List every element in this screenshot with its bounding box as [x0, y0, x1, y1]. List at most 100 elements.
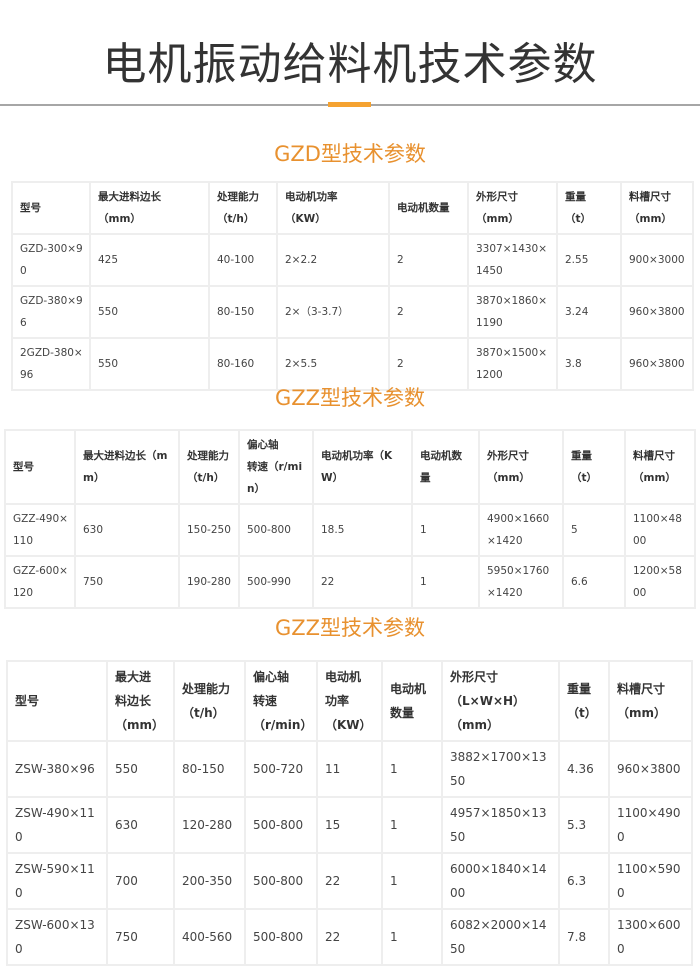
table-row: ZSW-600×130 750 400-560 500-800 22 1 6082×2000…: [6, 908, 693, 966]
gzz-spec-table: 型号 最大进料边长（mm） 处理能力 （t/h） 偏心轴 转速（r/min） 电动机功率…: [4, 429, 696, 609]
column-header: 型号: [11, 181, 91, 235]
table-cell: 4900×1660×1420: [478, 503, 564, 557]
table-cell: 5950×1760×1420: [478, 555, 564, 609]
column-header: 最大进 料边长 （mm）: [106, 660, 175, 742]
table-row: ZSW-490×110 630 120-280 500-800 15 1 4957×1850…: [6, 796, 693, 854]
table-cell: 960×3800: [620, 285, 694, 339]
section-title-gzz: GZZ型技术参数: [274, 386, 426, 410]
table-cell: 5: [562, 503, 626, 557]
table-cell: 2×（3-3.7）: [276, 285, 390, 339]
section-title-gzd: GZD型技术参数: [274, 142, 426, 166]
table-row: GZD-300×90 425 40-100 2×2.2 2 3307×1430×1450 2…: [11, 233, 694, 287]
table-cell: 3.8: [556, 337, 622, 391]
table-row: 2GZD-380×96 550 80-160 2×5.5 2 3870×1500×1200…: [11, 337, 694, 391]
table-cell: 200-350: [173, 852, 246, 910]
column-header: 电动机数量: [388, 181, 469, 235]
column-header: 外形尺寸 （L×W×H） （mm）: [441, 660, 560, 742]
header-row: 型号 最大进料边长 （mm） 处理能力 （t/h） 电动机功率 （KW） 电动机数量 外形…: [11, 181, 694, 235]
table-cell: 750: [106, 908, 175, 966]
table-cell: 5.3: [558, 796, 610, 854]
column-header: 电动机功率（KW）: [312, 429, 413, 505]
table-cell: GZD-300×90: [11, 233, 91, 287]
table-cell: 2: [388, 337, 469, 391]
column-header: 外形尺寸 （mm）: [478, 429, 564, 505]
table-cell: 3.24: [556, 285, 622, 339]
table-cell: 630: [74, 503, 180, 557]
column-header: 电动机数量: [411, 429, 480, 505]
column-header: 型号: [4, 429, 76, 505]
table-cell: 1: [381, 908, 443, 966]
section-title-zsw: GZZ型技术参数: [274, 616, 426, 640]
table-cell: 1: [381, 740, 443, 798]
table-cell: 960×3800: [608, 740, 693, 798]
table-cell: 500-990: [238, 555, 314, 609]
table-cell: 6000×1840×1400: [441, 852, 560, 910]
table-cell: 700: [106, 852, 175, 910]
table-cell: 7.8: [558, 908, 610, 966]
table-cell: ZSW-600×130: [6, 908, 108, 966]
column-header: 外形尺寸 （mm）: [467, 181, 558, 235]
column-header: 重量 （t）: [562, 429, 626, 505]
table-cell: 425: [89, 233, 210, 287]
table-cell: 15: [316, 796, 383, 854]
table-cell: 6082×2000×1450: [441, 908, 560, 966]
header-row: 型号 最大进 料边长 （mm） 处理能力 （t/h） 偏心轴 转速 （r/min） 电动…: [6, 660, 693, 742]
table-cell: 2GZD-380×96: [11, 337, 91, 391]
table-cell: 500-800: [244, 908, 318, 966]
table-cell: 1100×5900: [608, 852, 693, 910]
table-cell: 900×3000: [620, 233, 694, 287]
table-cell: 4.36: [558, 740, 610, 798]
table-cell: 1300×6000: [608, 908, 693, 966]
table-cell: 1200×5800: [624, 555, 696, 609]
table-cell: 550: [89, 337, 210, 391]
table-cell: 400-560: [173, 908, 246, 966]
table-cell: 2×2.2: [276, 233, 390, 287]
table-row: GZD-380×96 550 80-150 2×（3-3.7） 2 3870×1860×1…: [11, 285, 694, 339]
table-cell: 150-250: [178, 503, 240, 557]
column-header: 料槽尺寸 （mm）: [620, 181, 694, 235]
column-header: 重量 （t）: [558, 660, 610, 742]
header-row: 型号 最大进料边长（mm） 处理能力 （t/h） 偏心轴 转速（r/min） 电动机功率…: [4, 429, 696, 505]
table-cell: 1: [381, 852, 443, 910]
table-cell: 80-150: [208, 285, 278, 339]
table-cell: GZZ-600×120: [4, 555, 76, 609]
column-header: 电动机 功率 （KW）: [316, 660, 383, 742]
table-cell: 3307×1430×1450: [467, 233, 558, 287]
table-cell: GZD-380×96: [11, 285, 91, 339]
table-cell: 3882×1700×1350: [441, 740, 560, 798]
table-cell: 18.5: [312, 503, 413, 557]
table-cell: ZSW-380×96: [6, 740, 108, 798]
gzd-spec-table: 型号 最大进料边长 （mm） 处理能力 （t/h） 电动机功率 （KW） 电动机数量 外形…: [11, 181, 694, 391]
column-header: 处理能力 （t/h）: [208, 181, 278, 235]
table-cell: 3870×1500×1200: [467, 337, 558, 391]
table-cell: 2: [388, 233, 469, 287]
table-cell: 1100×4900: [608, 796, 693, 854]
column-header: 最大进料边长（mm）: [74, 429, 180, 505]
table-cell: 4957×1850×1350: [441, 796, 560, 854]
table-cell: 22: [316, 852, 383, 910]
table-cell: 120-280: [173, 796, 246, 854]
table-cell: 500-800: [238, 503, 314, 557]
table-cell: 2×5.5: [276, 337, 390, 391]
table-row: ZSW-380×96 550 80-150 500-720 11 1 3882×1700×1…: [6, 740, 693, 798]
table-cell: 2: [388, 285, 469, 339]
table-cell: 6.3: [558, 852, 610, 910]
table-cell: ZSW-590×110: [6, 852, 108, 910]
table-cell: 40-100: [208, 233, 278, 287]
table-cell: 6.6: [562, 555, 626, 609]
table-cell: GZZ-490×110: [4, 503, 76, 557]
table-cell: 630: [106, 796, 175, 854]
column-header: 最大进料边长 （mm）: [89, 181, 210, 235]
column-header: 处理能力 （t/h）: [178, 429, 240, 505]
table-cell: 500-720: [244, 740, 318, 798]
table-cell: 550: [106, 740, 175, 798]
table-cell: 500-800: [244, 852, 318, 910]
table-cell: 22: [312, 555, 413, 609]
table-cell: 550: [89, 285, 210, 339]
table-cell: ZSW-490×110: [6, 796, 108, 854]
column-header: 处理能力 （t/h）: [173, 660, 246, 742]
table-cell: 190-280: [178, 555, 240, 609]
table-cell: 1100×4800: [624, 503, 696, 557]
table-cell: 1: [411, 555, 480, 609]
table-row: GZZ-490×110 630 150-250 500-800 18.5 1 4900×16…: [4, 503, 696, 557]
